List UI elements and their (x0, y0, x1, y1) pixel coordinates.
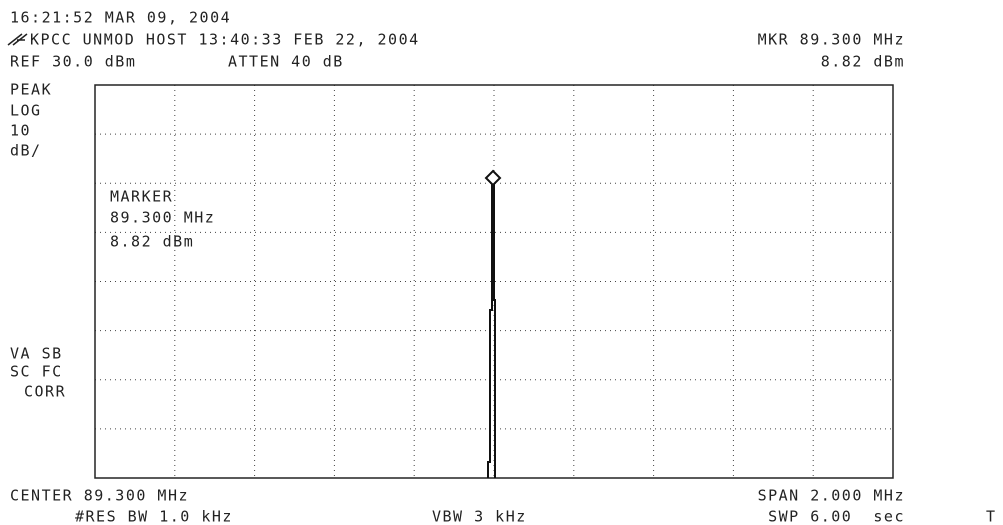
marker-label: MARKER (110, 188, 173, 206)
sweep-time: SWP 6.00 sec (768, 508, 905, 525)
center-frequency: CENTER 89.300 MHz (10, 487, 189, 505)
left-label: 10 (10, 122, 31, 140)
trigger: T (986, 508, 997, 525)
left-label: dB/ (10, 142, 42, 160)
timestamp: 16:21:52 MAR 09, 2004 (10, 9, 231, 27)
correction-label: CORR (24, 383, 66, 401)
reference: REF 30.0 dBm (10, 53, 136, 71)
marker-frequency: 89.300 MHz (110, 209, 215, 227)
title: KPCC UNMOD HOST 13:40:33 FEB 22, 2004 (30, 31, 420, 49)
left-label: LOG (10, 102, 42, 120)
marker-diamond (484, 169, 502, 187)
trace (487, 184, 496, 478)
correction-label: SC FC (10, 363, 63, 381)
span: SPAN 2.000 MHz (758, 487, 905, 505)
correction-label: VA SB (10, 345, 63, 363)
logo (7, 33, 28, 46)
resolution-bandwidth: #RES BW 1.0 kHz (75, 508, 233, 525)
marker-readout: MKR 89.300 MHz (758, 31, 905, 49)
marker-level: 8.82 dBm (821, 53, 905, 71)
attenuation: ATTEN 40 dB (228, 53, 344, 71)
marker-level-box: 8.82 dBm (110, 233, 194, 251)
video-bandwidth: VBW 3 kHz (432, 508, 527, 525)
left-label: PEAK (10, 81, 52, 99)
graticule (95, 85, 893, 478)
